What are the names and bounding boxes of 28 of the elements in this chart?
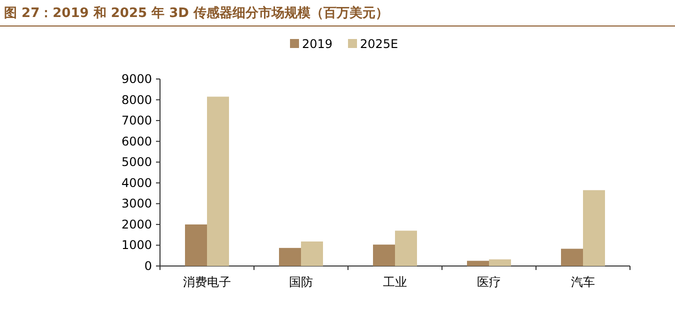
bar <box>561 248 583 266</box>
bar <box>207 96 229 266</box>
bar <box>395 230 417 266</box>
y-tick-label: 7000 <box>121 114 152 128</box>
x-tick-label: 工业 <box>383 275 407 289</box>
bar <box>185 224 207 266</box>
chart-title: 图 27：2019 和 2025 年 3D 传感器细分市场规模（百万美元） <box>4 5 388 21</box>
y-tick-label: 5000 <box>121 155 152 170</box>
bar <box>279 248 301 266</box>
bar <box>583 190 605 266</box>
bar <box>489 259 511 266</box>
y-tick-label: 3000 <box>121 196 152 211</box>
y-tick-label: 9000 <box>121 72 152 86</box>
y-tick-label: 0 <box>144 259 152 273</box>
bar <box>467 260 489 266</box>
legend-label: 2025E <box>360 37 398 51</box>
y-tick-label: 2000 <box>121 217 152 232</box>
y-tick-label: 1000 <box>121 238 152 252</box>
y-tick-label: 8000 <box>121 92 152 107</box>
y-tick-label: 6000 <box>121 134 152 148</box>
bar <box>301 241 323 266</box>
x-tick-label: 医疗 <box>477 275 501 289</box>
bar <box>373 244 395 266</box>
legend-label: 2019 <box>302 37 333 51</box>
x-tick-label: 国防 <box>289 275 313 289</box>
x-tick-label: 消费电子 <box>183 275 231 289</box>
x-tick-label: 汽车 <box>571 275 595 289</box>
y-tick-label: 4000 <box>121 176 152 190</box>
